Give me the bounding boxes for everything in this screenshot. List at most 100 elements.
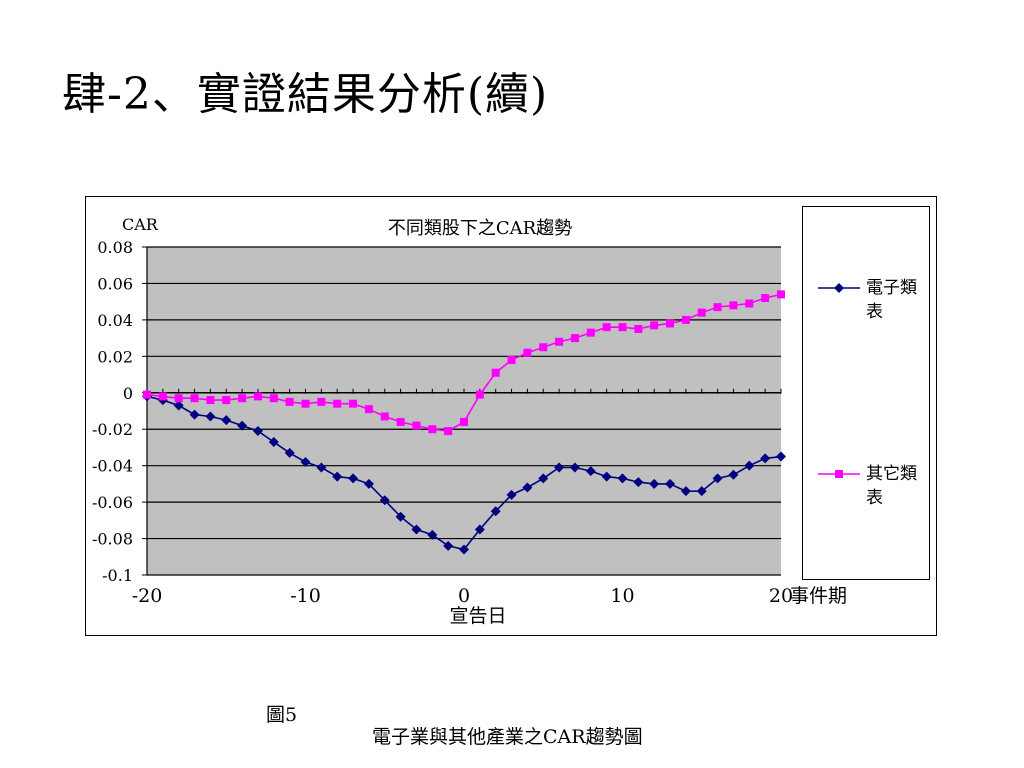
data-point-series-2	[570, 334, 579, 343]
y-tick-label: 0.06	[97, 274, 133, 293]
data-point-series-2	[539, 343, 548, 352]
data-point-series-1	[601, 471, 612, 482]
data-point-series-1	[490, 506, 501, 517]
data-point-series-1	[173, 400, 184, 411]
data-point-series-1	[443, 540, 454, 551]
data-point-series-2	[602, 323, 611, 332]
data-point-series-1	[569, 462, 580, 473]
data-point-series-1	[411, 524, 422, 535]
slide-title: 肆-2、實證結果分析(續)	[62, 69, 549, 120]
data-point-series-1	[348, 473, 359, 484]
y-tick-label: -0.08	[92, 530, 133, 549]
data-point-series-1	[585, 466, 596, 477]
data-point-series-2	[634, 325, 643, 333]
data-point-series-1	[744, 460, 755, 471]
y-axis-label: CAR	[122, 215, 159, 234]
y-tick-label: -0.04	[92, 457, 133, 476]
x-tick-label: 0	[458, 585, 470, 607]
legend-marker-series-1	[834, 283, 844, 293]
x-tick-label: 20	[769, 585, 793, 607]
data-point-series-2	[190, 394, 199, 403]
data-point-series-1	[665, 478, 676, 489]
data-point-series-1	[712, 473, 723, 484]
data-point-series-1	[760, 453, 771, 464]
data-point-series-1	[205, 411, 216, 422]
data-point-series-1	[268, 436, 279, 447]
figure-number: 圖5	[266, 704, 298, 726]
chart-legend	[802, 206, 930, 580]
data-point-series-2	[253, 392, 262, 401]
x-axis-end-label: 事件期	[790, 585, 847, 607]
series-markers	[142, 290, 786, 555]
data-point-series-1	[776, 451, 786, 462]
data-point-series-1	[221, 415, 232, 426]
plot-area	[147, 247, 781, 575]
x-tick-label: -20	[132, 585, 163, 607]
data-point-series-2	[507, 355, 516, 364]
data-point-series-2	[697, 308, 706, 317]
figure-caption: 圖5 電子業與其他產業之CAR趨勢圖	[0, 678, 1024, 748]
y-tick-labels: 0.08 0.06 0.04 0.02 0 -0.02 -0.04 -0.06 -0.08 -0.…	[92, 238, 133, 585]
data-point-series-1	[316, 462, 327, 473]
data-point-series-2	[396, 417, 405, 426]
data-point-series-2	[317, 397, 326, 406]
x-tick-label: 10	[610, 585, 634, 607]
data-point-series-1	[522, 482, 533, 493]
data-point-series-2	[650, 321, 659, 330]
data-point-series-1	[395, 511, 406, 522]
data-point-series-1	[300, 457, 311, 468]
y-tick-label: 0.04	[97, 311, 133, 330]
y-tick-label: -0.06	[92, 493, 133, 512]
data-point-series-2	[444, 427, 453, 436]
data-point-series-1	[474, 524, 485, 535]
data-point-series-2	[681, 315, 690, 324]
data-point-series-2	[364, 405, 373, 414]
data-point-series-2	[269, 394, 278, 403]
chart-title: 不同類股下之CAR趨勢	[388, 218, 572, 239]
data-point-series-2	[586, 328, 595, 337]
x-tick-label: -10	[290, 585, 321, 607]
y-tick-label: 0.08	[97, 238, 133, 257]
data-point-series-1	[680, 486, 691, 497]
data-point-series-2	[174, 394, 183, 403]
data-point-series-2	[412, 421, 421, 430]
data-point-series-2	[761, 294, 770, 303]
data-point-series-2	[206, 396, 215, 405]
data-point-series-1	[506, 489, 517, 500]
data-point-series-2	[143, 390, 151, 399]
x-axis-label: 宣告日	[449, 605, 506, 627]
data-point-series-2	[713, 303, 722, 312]
data-point-series-2	[729, 301, 738, 310]
data-point-series-1	[696, 486, 707, 497]
data-point-series-2	[301, 399, 310, 408]
data-point-series-1	[332, 471, 343, 482]
data-point-series-2	[555, 337, 564, 346]
data-point-series-2	[428, 425, 437, 434]
data-point-series-2	[745, 299, 754, 308]
y-tick-label: -0.02	[92, 420, 133, 439]
data-point-series-2	[777, 290, 785, 299]
data-point-series-2	[491, 368, 500, 377]
data-point-series-2	[285, 397, 294, 406]
data-point-series-1	[554, 462, 565, 473]
data-point-series-2	[380, 412, 389, 421]
data-point-series-1	[633, 477, 644, 488]
data-point-series-2	[666, 319, 675, 328]
legend-marker-series-2	[835, 470, 843, 478]
data-point-series-1	[427, 529, 438, 540]
figure-description: 電子業與其他產業之CAR趨勢圖	[372, 726, 643, 748]
axes	[142, 246, 782, 576]
data-point-series-1	[538, 473, 549, 484]
data-point-series-1	[649, 478, 660, 489]
legend-items	[818, 283, 860, 478]
legend-label-others: 其它類表	[866, 464, 917, 508]
data-point-series-1	[459, 544, 469, 555]
data-point-series-1	[363, 478, 374, 489]
data-point-series-1	[252, 426, 263, 437]
data-point-series-1	[189, 409, 200, 420]
data-point-series-2	[475, 390, 484, 399]
y-tick-label: 0.02	[97, 347, 133, 366]
data-point-series-2	[349, 399, 358, 408]
data-point-series-2	[460, 417, 468, 426]
